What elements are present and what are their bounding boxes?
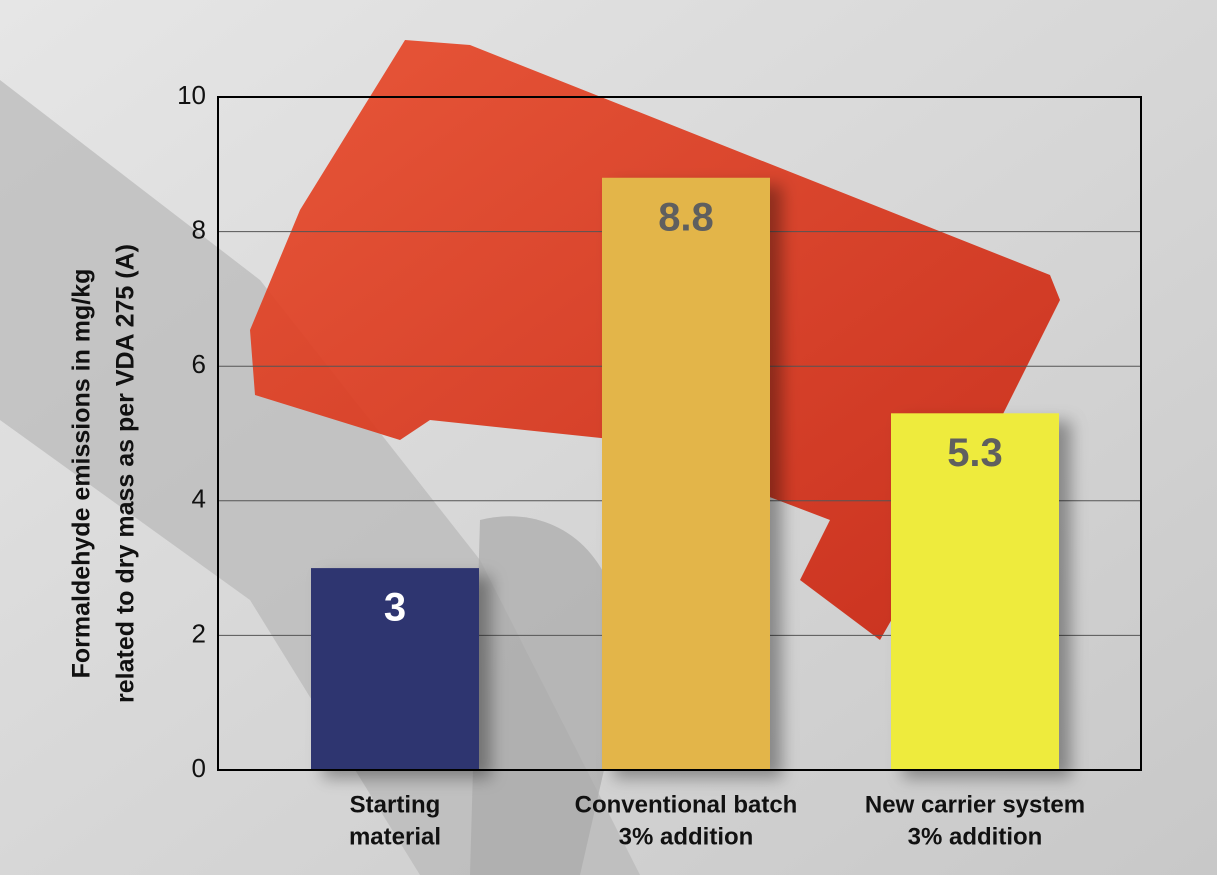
value-label: 8.8 — [658, 195, 714, 239]
x-tick-label: material — [349, 823, 441, 850]
y-tick-label: 8 — [192, 214, 206, 244]
bar — [311, 568, 479, 770]
value-label: 5.3 — [947, 431, 1003, 475]
y-tick-label: 4 — [192, 484, 206, 514]
x-tick-label: Starting — [350, 791, 441, 818]
y-tick-label: 10 — [177, 80, 206, 110]
x-tick-label: 3% addition — [619, 823, 754, 850]
y-tick-label: 2 — [192, 618, 206, 648]
y-axis-label: related to dry mass as per VDA 275 (A) — [112, 244, 140, 703]
value-label: 3 — [384, 586, 406, 630]
plot-frame — [217, 96, 1142, 771]
x-tick-label: Conventional batch — [575, 791, 798, 818]
x-tick-label: New carrier system — [865, 791, 1085, 818]
y-axis-label: Formaldehyde emissions in mg/kg — [68, 269, 96, 679]
y-tick-label: 6 — [192, 349, 206, 379]
bar — [891, 413, 1059, 770]
x-tick-label: 3% addition — [908, 823, 1043, 850]
y-tick-label: 0 — [192, 753, 206, 783]
background-shape — [470, 516, 624, 875]
bar — [602, 177, 770, 770]
